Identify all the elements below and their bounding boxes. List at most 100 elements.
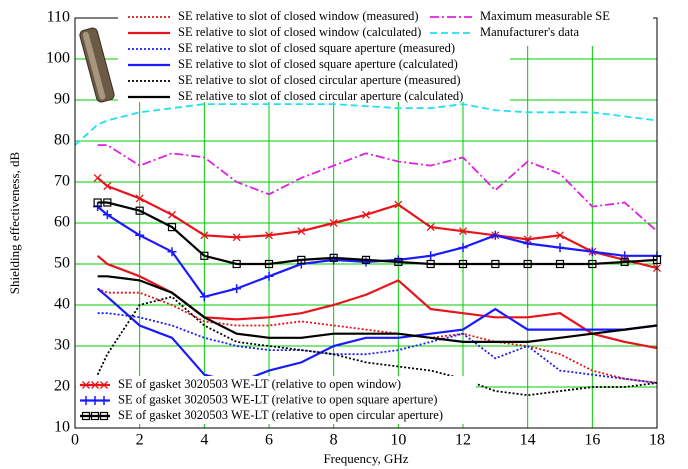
data-marker bbox=[200, 231, 209, 240]
data-marker bbox=[264, 271, 274, 281]
data-marker bbox=[135, 206, 144, 215]
data-marker bbox=[199, 292, 209, 302]
y-tick-label: 10 bbox=[54, 419, 70, 436]
data-marker bbox=[200, 251, 209, 260]
data-marker bbox=[168, 210, 176, 219]
data-marker bbox=[103, 182, 112, 191]
data-marker bbox=[232, 233, 241, 242]
y-tick-label: 110 bbox=[47, 9, 70, 26]
data-marker bbox=[90, 396, 100, 405]
y-tick-label: 20 bbox=[54, 378, 70, 395]
data-marker bbox=[100, 381, 108, 389]
series-line bbox=[96, 295, 658, 397]
data-marker bbox=[458, 243, 468, 253]
legend-label: SE relative to slot of closed circular a… bbox=[178, 73, 461, 87]
data-marker bbox=[620, 257, 629, 267]
legend-label: SE relative to slot of closed square ape… bbox=[178, 57, 458, 71]
data-marker bbox=[459, 227, 467, 236]
data-marker bbox=[103, 198, 112, 207]
x-tick-label: 12 bbox=[455, 432, 471, 449]
data-marker bbox=[523, 239, 533, 248]
x-axis-title: Frequency, GHz bbox=[323, 451, 408, 466]
legend-label: SE relative to slot of closed circular a… bbox=[178, 89, 463, 103]
legend-box bbox=[423, 4, 653, 46]
y-tick-label: 40 bbox=[54, 296, 70, 313]
legend-label: Maximum measurable SE bbox=[480, 9, 610, 23]
series-line bbox=[96, 287, 658, 385]
data-marker bbox=[394, 257, 403, 267]
x-tick-label: 8 bbox=[330, 432, 338, 449]
legend-label: SE of gasket 3020503 WE-LT (relative to … bbox=[118, 408, 443, 422]
data-marker bbox=[556, 231, 564, 240]
legend-label: SE relative to slot of closed window (me… bbox=[178, 9, 419, 23]
legends: SE relative to slot of closed window (me… bbox=[76, 4, 653, 424]
data-marker bbox=[329, 219, 338, 227]
data-marker bbox=[523, 259, 532, 269]
data-marker bbox=[135, 230, 145, 240]
data-marker bbox=[167, 247, 177, 257]
y-tick-label: 80 bbox=[54, 132, 70, 149]
x-tick-label: 6 bbox=[265, 432, 273, 449]
x-tick-label: 18 bbox=[649, 432, 665, 449]
legend-label: Manufacturer's data bbox=[480, 25, 580, 39]
x-tick-label: 0 bbox=[71, 432, 79, 449]
y-tick-label: 60 bbox=[54, 214, 70, 231]
data-marker bbox=[555, 259, 565, 269]
data-marker bbox=[329, 253, 338, 262]
data-marker bbox=[232, 259, 241, 269]
data-marker bbox=[99, 411, 109, 421]
data-marker bbox=[426, 223, 435, 232]
data-marker bbox=[426, 259, 435, 269]
legend-label: SE of gasket 3020503 WE-LT (relative to … bbox=[118, 377, 401, 391]
x-tick-label: 14 bbox=[520, 432, 536, 449]
data-marker bbox=[426, 251, 436, 261]
legend-label: SE of gasket 3020503 WE-LT (relative to … bbox=[118, 392, 437, 406]
data-marker bbox=[82, 381, 90, 389]
series-line bbox=[74, 103, 658, 146]
data-marker bbox=[93, 202, 103, 212]
data-marker bbox=[297, 227, 306, 236]
data-marker bbox=[102, 210, 112, 220]
data-marker bbox=[264, 259, 274, 269]
data-marker bbox=[361, 255, 371, 264]
y-tick-label: 50 bbox=[54, 255, 70, 272]
x-tick-label: 2 bbox=[136, 432, 144, 449]
data-marker bbox=[490, 230, 500, 240]
legend-box bbox=[76, 376, 476, 424]
legend-label: SE relative to slot of closed square ape… bbox=[178, 41, 455, 55]
legend-label: SE relative to slot of closed window (ca… bbox=[178, 25, 421, 39]
data-marker bbox=[458, 259, 468, 269]
data-marker bbox=[81, 411, 91, 421]
data-marker bbox=[265, 231, 273, 240]
series-line bbox=[97, 287, 658, 384]
data-marker bbox=[135, 194, 144, 203]
series-line bbox=[97, 201, 658, 266]
data-marker bbox=[587, 247, 597, 257]
y-tick-label: 70 bbox=[54, 173, 70, 190]
x-tick-label: 16 bbox=[584, 432, 600, 449]
x-tick-label: 10 bbox=[390, 432, 406, 449]
data-marker bbox=[588, 259, 597, 269]
x-tick-label: 4 bbox=[200, 432, 208, 449]
data-marker bbox=[394, 200, 403, 209]
data-marker bbox=[93, 198, 102, 207]
y-tick-label: 90 bbox=[54, 91, 70, 108]
series-line bbox=[97, 312, 658, 384]
data-marker bbox=[491, 259, 500, 269]
y-tick-label: 30 bbox=[54, 337, 70, 354]
series-line bbox=[97, 144, 658, 232]
y-tick-label: 100 bbox=[46, 50, 70, 67]
y-axis-title: Shielding effectiveness, dB bbox=[7, 151, 22, 294]
data-marker bbox=[232, 284, 242, 294]
data-marker bbox=[167, 223, 177, 232]
gasket-highlight bbox=[82, 31, 106, 100]
data-marker bbox=[91, 381, 99, 389]
plot bbox=[74, 103, 662, 397]
data-marker bbox=[99, 396, 109, 405]
data-marker bbox=[362, 210, 370, 219]
data-marker bbox=[81, 396, 91, 405]
data-marker bbox=[555, 243, 565, 253]
data-marker bbox=[90, 411, 100, 421]
data-marker bbox=[93, 173, 102, 182]
